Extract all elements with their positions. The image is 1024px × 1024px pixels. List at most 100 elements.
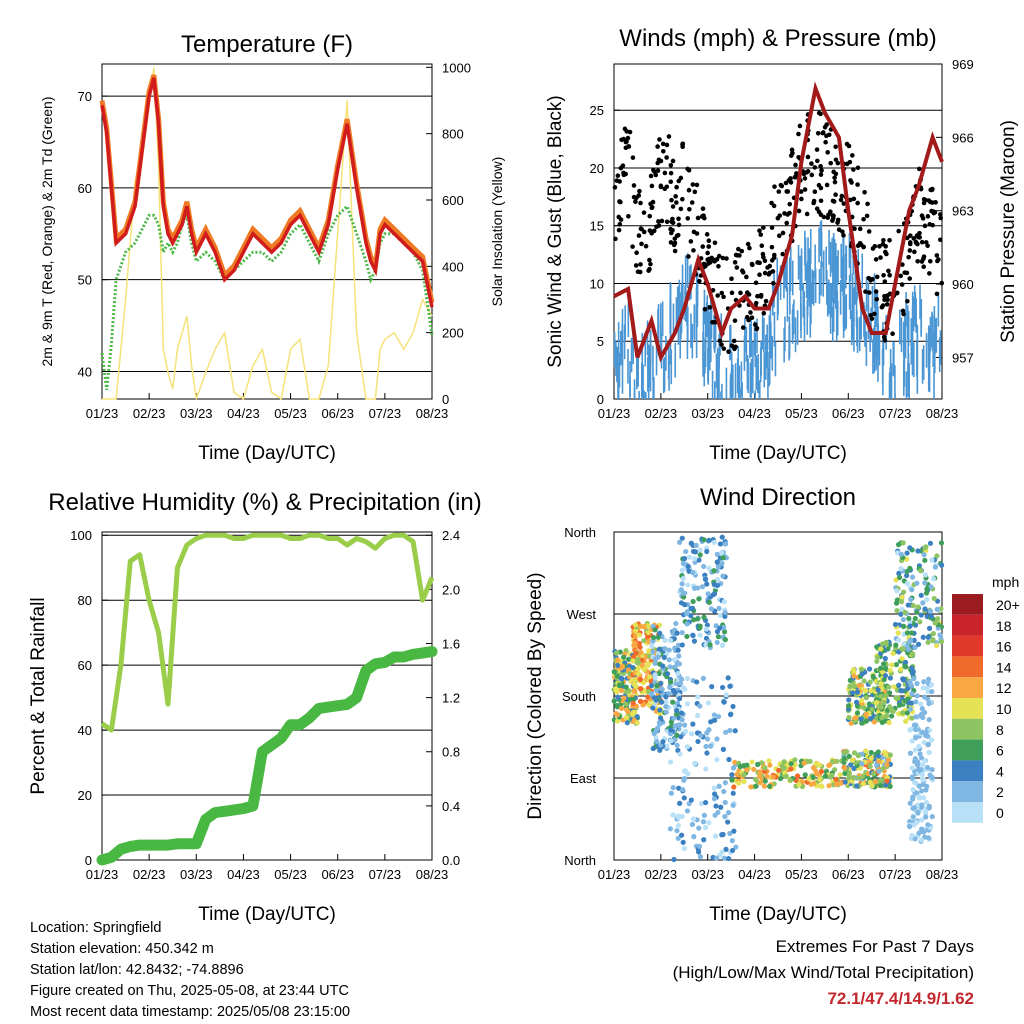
direction-point: [767, 762, 773, 768]
gust-point: [780, 251, 786, 257]
gust-point: [744, 314, 750, 320]
direction-point: [928, 682, 935, 688]
gust-point: [861, 216, 866, 222]
direction-point: [672, 690, 678, 696]
direction-point: [719, 684, 726, 691]
gust-point: [736, 246, 741, 252]
direction-point: [905, 646, 912, 652]
direction-point: [908, 682, 914, 688]
direction-point: [708, 743, 714, 749]
solar-line: [102, 67, 433, 401]
direction-point: [849, 690, 856, 696]
direction-point: [677, 680, 683, 687]
direction-point: [722, 541, 728, 547]
direction-point: [896, 574, 903, 581]
direction-point: [884, 778, 890, 784]
gust-point: [712, 240, 718, 246]
direction-point: [630, 654, 637, 660]
direction-point: [926, 749, 933, 756]
gust-point: [927, 259, 933, 264]
humidity-ytick-label: 0: [85, 853, 92, 868]
gust-point: [664, 219, 670, 225]
gust-point: [700, 244, 706, 249]
direction-point: [682, 768, 688, 774]
direction-point: [904, 630, 911, 636]
direction-point: [703, 799, 709, 806]
direction-point: [859, 761, 865, 767]
direction-point: [856, 775, 862, 781]
direction-point: [887, 783, 893, 789]
gust-point: [820, 130, 826, 136]
direction-point: [909, 574, 916, 580]
direction-point: [907, 623, 913, 629]
direction-point: [914, 609, 920, 615]
direction-point: [631, 688, 637, 694]
gust-point: [685, 166, 690, 172]
gust-point: [699, 214, 705, 219]
direction-point: [685, 582, 691, 588]
gust-point: [812, 189, 818, 195]
direction-point: [907, 565, 913, 571]
temperature-y2tick-label: 0: [442, 392, 449, 407]
direction-point: [802, 772, 808, 778]
gust-point: [655, 144, 660, 149]
direction-point: [938, 540, 945, 546]
direction-point: [715, 809, 721, 816]
gust-point: [651, 167, 656, 173]
humidity-xlabel: Time (Day/UTC): [198, 904, 336, 925]
direction-point: [818, 768, 825, 775]
direction-point: [914, 680, 920, 687]
direction-point: [921, 777, 927, 783]
gust-point: [734, 265, 740, 270]
direction-point: [697, 623, 703, 629]
direction-point: [625, 709, 631, 715]
direction-point: [676, 661, 683, 667]
gust-point: [672, 248, 678, 254]
direction-point: [766, 758, 772, 764]
direction-point: [911, 675, 917, 682]
direction-point: [614, 689, 620, 695]
direction-point: [676, 653, 682, 659]
direction-point: [776, 767, 782, 773]
gust-point: [776, 189, 782, 194]
direction-point: [896, 682, 902, 688]
gust-point: [833, 192, 838, 198]
gust-point: [770, 269, 776, 274]
direction-point: [626, 656, 632, 662]
direction-point: [912, 644, 918, 650]
gust-point: [674, 184, 679, 190]
gust-point: [846, 143, 852, 149]
gust-point: [832, 179, 838, 185]
direction-point: [701, 614, 707, 620]
direction-point: [874, 654, 881, 660]
gust-point: [716, 253, 722, 259]
direction-point: [922, 710, 928, 716]
direction-point: [849, 757, 855, 763]
direction-point: [932, 564, 938, 570]
direction-point: [722, 613, 728, 619]
direction-point: [866, 666, 873, 672]
direction-point: [918, 612, 924, 618]
temperature-xtick-label: 06/23: [321, 406, 354, 421]
direction-point: [706, 565, 712, 571]
direction-point: [892, 621, 899, 628]
gust-point: [863, 289, 868, 294]
direction-point: [887, 704, 893, 710]
gust-point: [721, 346, 727, 351]
direction-point: [899, 710, 906, 716]
humidity-xtick-label: 01/23: [86, 867, 119, 882]
direction-point: [827, 774, 833, 780]
direction-point: [779, 763, 785, 769]
direction-point: [611, 698, 617, 704]
direction-point: [706, 599, 712, 605]
direction-point: [922, 580, 928, 586]
direction-point: [641, 666, 647, 673]
gust-point: [855, 165, 861, 171]
direction-point: [848, 720, 854, 726]
gust-point: [894, 290, 900, 296]
direction-point: [648, 683, 655, 689]
direction-point: [677, 800, 683, 806]
gust-point: [814, 147, 820, 152]
gust-point: [668, 240, 674, 245]
direction-point: [652, 656, 659, 662]
